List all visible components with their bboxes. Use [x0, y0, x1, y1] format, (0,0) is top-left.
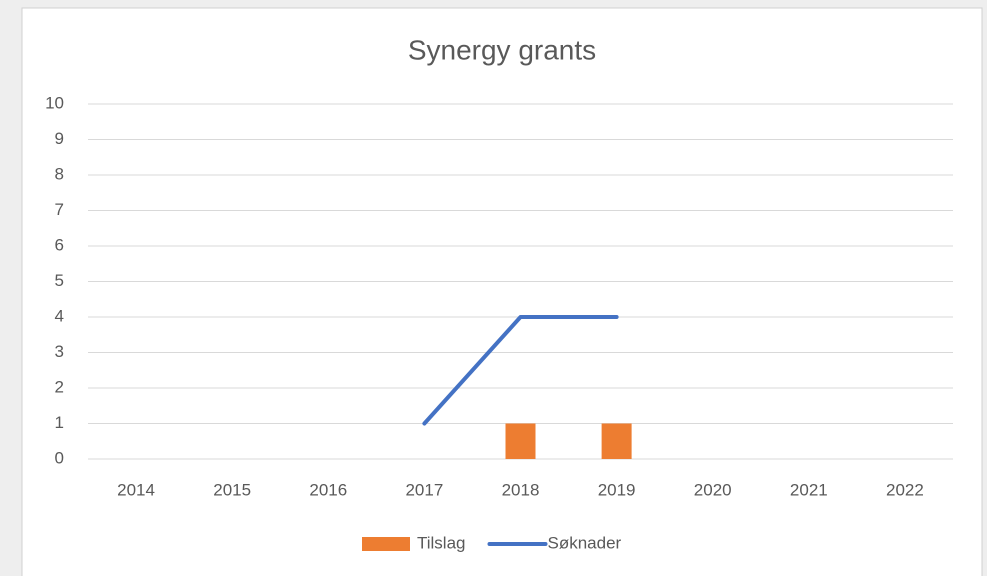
- y-tick-label: 1: [55, 413, 64, 432]
- x-tick-label: 2020: [694, 480, 732, 499]
- y-tick-label: 9: [55, 129, 64, 148]
- y-tick-label: 4: [55, 306, 64, 325]
- bar: [505, 423, 536, 459]
- y-tick-label: 8: [55, 164, 64, 183]
- x-tick-label: 2019: [598, 480, 636, 499]
- x-tick-label: 2015: [213, 480, 251, 499]
- bar: [601, 423, 632, 459]
- y-tick-label: 6: [55, 235, 64, 254]
- y-tick-label: 5: [55, 271, 64, 290]
- y-tick-label: 10: [45, 93, 64, 112]
- y-tick-label: 7: [55, 200, 64, 219]
- line: [422, 315, 619, 426]
- y-tick-label: 3: [55, 342, 64, 361]
- x-tick-label: 2017: [405, 480, 443, 499]
- y-tick-label: 0: [55, 448, 64, 467]
- chart-area: [21, 7, 983, 576]
- legend-label: Søknader: [548, 533, 622, 552]
- x-tick-label: 2016: [309, 480, 347, 499]
- legend-label: Tilslag: [417, 533, 466, 552]
- chart-title: Synergy grants: [408, 34, 596, 65]
- y-tick-label: 2: [55, 377, 64, 396]
- x-tick-label: 2022: [886, 480, 924, 499]
- x-tick-label: 2014: [117, 480, 155, 499]
- x-tick-label: 2018: [502, 480, 540, 499]
- legend-swatch: [362, 537, 410, 551]
- x-tick-label: 2021: [790, 480, 828, 499]
